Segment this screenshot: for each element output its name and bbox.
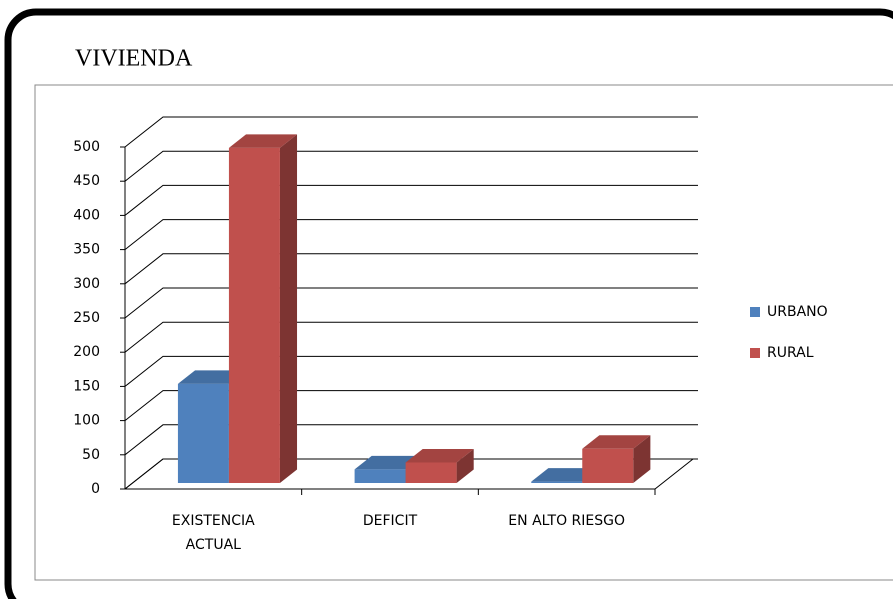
grid-line [124, 287, 698, 319]
bar-front [531, 481, 583, 483]
grid-line [124, 355, 698, 387]
legend-swatch [750, 348, 760, 358]
y-tick-label: 100 [73, 413, 100, 429]
grid-line [124, 390, 698, 421]
bar-front [228, 147, 280, 483]
grid-line [124, 253, 698, 285]
grid-line [124, 116, 698, 148]
bar-top [405, 448, 474, 463]
x-tick-label: EN ALTO RIESGO [508, 513, 625, 529]
bar-front [177, 383, 229, 483]
grid-line [124, 150, 698, 182]
legend-label: URBANO [767, 304, 828, 320]
y-tick-label: 200 [73, 344, 100, 360]
x-tick-label: DEFICIT [362, 513, 418, 529]
plot-area [34, 84, 893, 581]
bar [228, 134, 298, 483]
bar-top [228, 134, 298, 148]
y-tick-label: 450 [73, 173, 100, 189]
grid-line [124, 184, 698, 216]
y-tick-label: 0 [91, 481, 100, 497]
grid-line [124, 424, 698, 456]
y-tick-label: 400 [73, 207, 100, 223]
y-tick-label: 350 [73, 242, 100, 258]
y-tick-label: 300 [73, 276, 100, 292]
bar-side [456, 448, 474, 483]
legend-label: RURAL [767, 345, 814, 361]
grid-line [124, 458, 698, 490]
bar-side [633, 435, 651, 483]
bar-side [279, 134, 298, 483]
x-tick-label: EXISTENCIA ACTUAL [171, 513, 255, 553]
grid-line [124, 321, 698, 353]
y-tick-label: 150 [73, 378, 100, 394]
bar-top [582, 435, 651, 449]
legend-swatch [750, 307, 760, 317]
y-tick-label: 50 [82, 447, 100, 463]
y-tick-label: 500 [73, 139, 100, 155]
bar [582, 435, 651, 483]
bar-front [582, 448, 634, 483]
bar-front [354, 469, 406, 483]
y-tick-label: 250 [73, 310, 100, 326]
grid-line [124, 219, 698, 250]
bar-front [405, 462, 457, 483]
bar [405, 448, 474, 483]
chart-title: VIVIENDA [75, 46, 193, 72]
